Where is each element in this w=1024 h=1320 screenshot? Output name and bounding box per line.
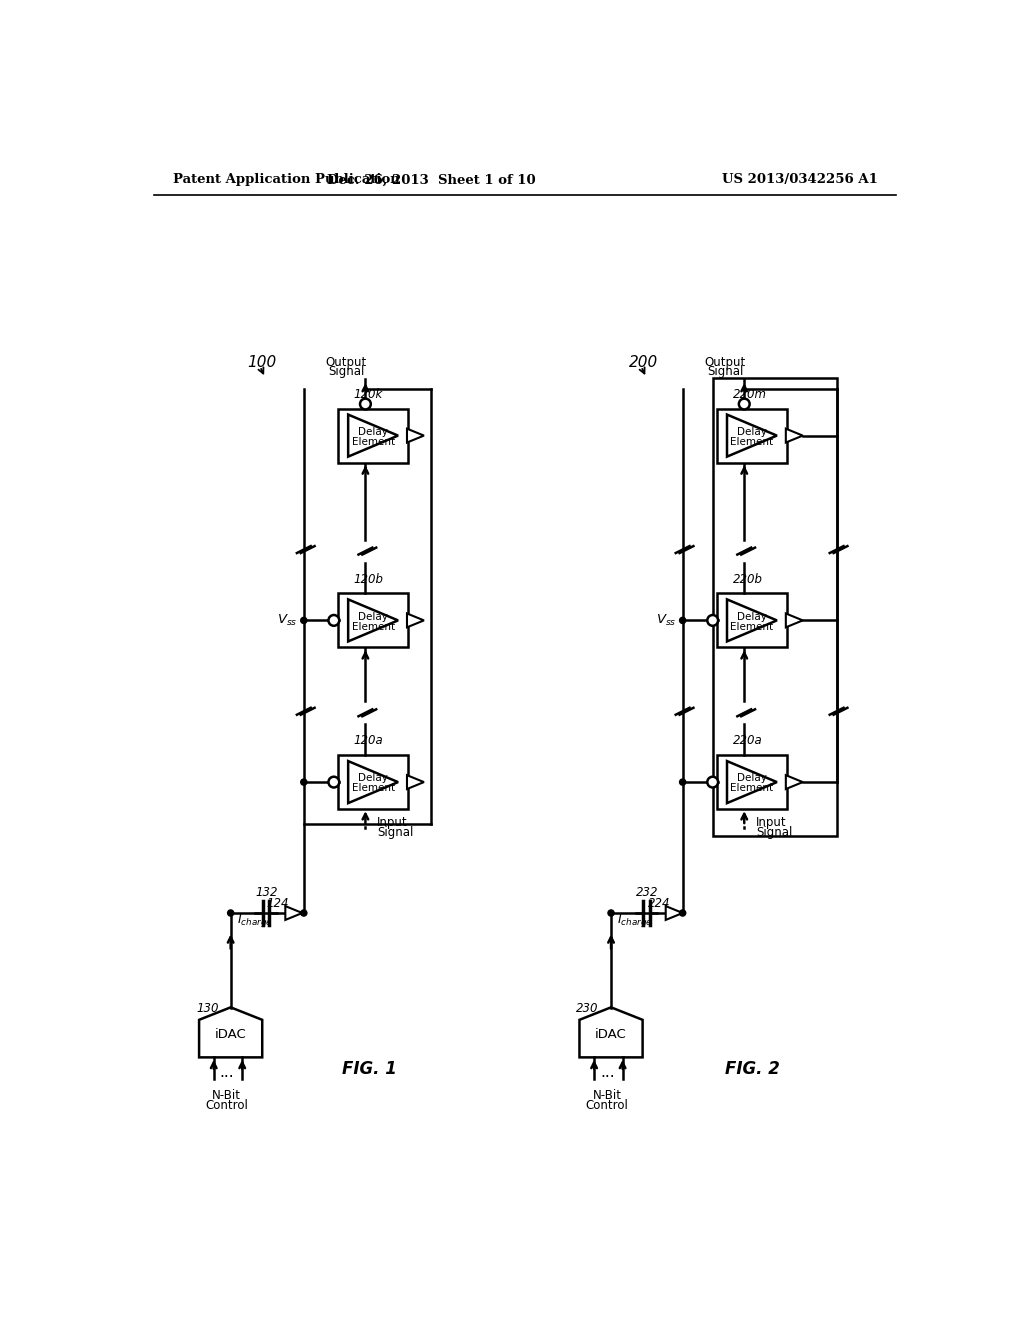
Text: N-Bit: N-Bit (593, 1089, 622, 1102)
Text: US 2013/0342256 A1: US 2013/0342256 A1 (722, 173, 878, 186)
Text: $I_{charge}$: $I_{charge}$ (237, 912, 272, 929)
Text: Element: Element (351, 783, 394, 793)
Text: Signal: Signal (707, 364, 743, 378)
Text: 230: 230 (577, 1002, 599, 1015)
Text: Signal: Signal (756, 825, 793, 838)
Text: 232: 232 (636, 886, 658, 899)
Polygon shape (727, 762, 777, 803)
Polygon shape (407, 614, 424, 627)
Text: Delay: Delay (737, 774, 767, 783)
Polygon shape (348, 414, 398, 457)
Circle shape (708, 776, 718, 788)
Circle shape (708, 615, 718, 626)
Polygon shape (666, 906, 683, 920)
Text: Output: Output (326, 355, 367, 368)
Text: 200: 200 (629, 355, 658, 370)
Polygon shape (348, 599, 398, 642)
Text: $I_{charge}$: $I_{charge}$ (617, 912, 652, 929)
Bar (717, 409, 786, 462)
Text: Element: Element (351, 622, 394, 631)
Text: 130: 130 (196, 1002, 218, 1015)
Circle shape (301, 909, 307, 916)
Text: Patent Application Publication: Patent Application Publication (173, 173, 399, 186)
Text: $V_{ss}$: $V_{ss}$ (278, 612, 298, 628)
Text: 124: 124 (267, 896, 290, 909)
Circle shape (680, 779, 686, 785)
Text: 132: 132 (255, 886, 278, 899)
Text: 220b: 220b (733, 573, 763, 586)
Bar (714, 378, 837, 836)
Text: Element: Element (351, 437, 394, 446)
Text: iDAC: iDAC (215, 1028, 247, 1041)
Text: 220m: 220m (733, 388, 767, 401)
Text: Delay: Delay (358, 774, 388, 783)
Text: ...: ... (219, 1065, 234, 1080)
Circle shape (227, 909, 233, 916)
Bar (339, 594, 408, 647)
Text: 120b: 120b (354, 573, 384, 586)
Text: FIG. 2: FIG. 2 (725, 1060, 779, 1077)
Text: $V_{ss}$: $V_{ss}$ (656, 612, 677, 628)
Text: Input: Input (377, 816, 408, 829)
Text: 120a: 120a (354, 734, 384, 747)
Text: 224: 224 (648, 896, 671, 909)
Polygon shape (785, 429, 803, 442)
Polygon shape (785, 775, 803, 789)
Text: Output: Output (705, 355, 745, 368)
Circle shape (680, 909, 686, 916)
Text: N-Bit: N-Bit (212, 1089, 242, 1102)
Text: Element: Element (730, 783, 773, 793)
Text: FIG. 1: FIG. 1 (342, 1060, 396, 1077)
Circle shape (608, 909, 614, 916)
Circle shape (301, 779, 307, 785)
Text: Control: Control (206, 1098, 248, 1111)
Text: Input: Input (756, 816, 786, 829)
Text: Delay: Delay (737, 611, 767, 622)
Text: iDAC: iDAC (595, 1028, 627, 1041)
Text: 220a: 220a (733, 734, 763, 747)
Bar (339, 755, 408, 809)
Polygon shape (580, 1007, 643, 1057)
Polygon shape (407, 775, 424, 789)
Circle shape (739, 399, 750, 409)
Polygon shape (407, 429, 424, 442)
Text: Control: Control (586, 1098, 629, 1111)
Circle shape (329, 776, 339, 788)
Circle shape (329, 615, 339, 626)
Text: Signal: Signal (328, 364, 365, 378)
Polygon shape (727, 599, 777, 642)
Text: Delay: Delay (358, 611, 388, 622)
Text: Element: Element (730, 437, 773, 446)
Text: Element: Element (730, 622, 773, 631)
Polygon shape (785, 614, 803, 627)
Bar (717, 594, 786, 647)
Text: 100: 100 (248, 355, 276, 370)
Text: ...: ... (600, 1065, 614, 1080)
Polygon shape (286, 906, 302, 920)
Circle shape (680, 618, 686, 623)
Text: Delay: Delay (737, 426, 767, 437)
Bar (717, 755, 786, 809)
Text: Delay: Delay (358, 426, 388, 437)
Text: Dec. 26, 2013  Sheet 1 of 10: Dec. 26, 2013 Sheet 1 of 10 (327, 173, 536, 186)
Circle shape (360, 399, 371, 409)
Circle shape (301, 618, 307, 623)
Text: 120k: 120k (354, 388, 383, 401)
Text: Signal: Signal (377, 825, 414, 838)
Polygon shape (348, 762, 398, 803)
Polygon shape (727, 414, 777, 457)
Polygon shape (199, 1007, 262, 1057)
Bar (339, 409, 408, 462)
